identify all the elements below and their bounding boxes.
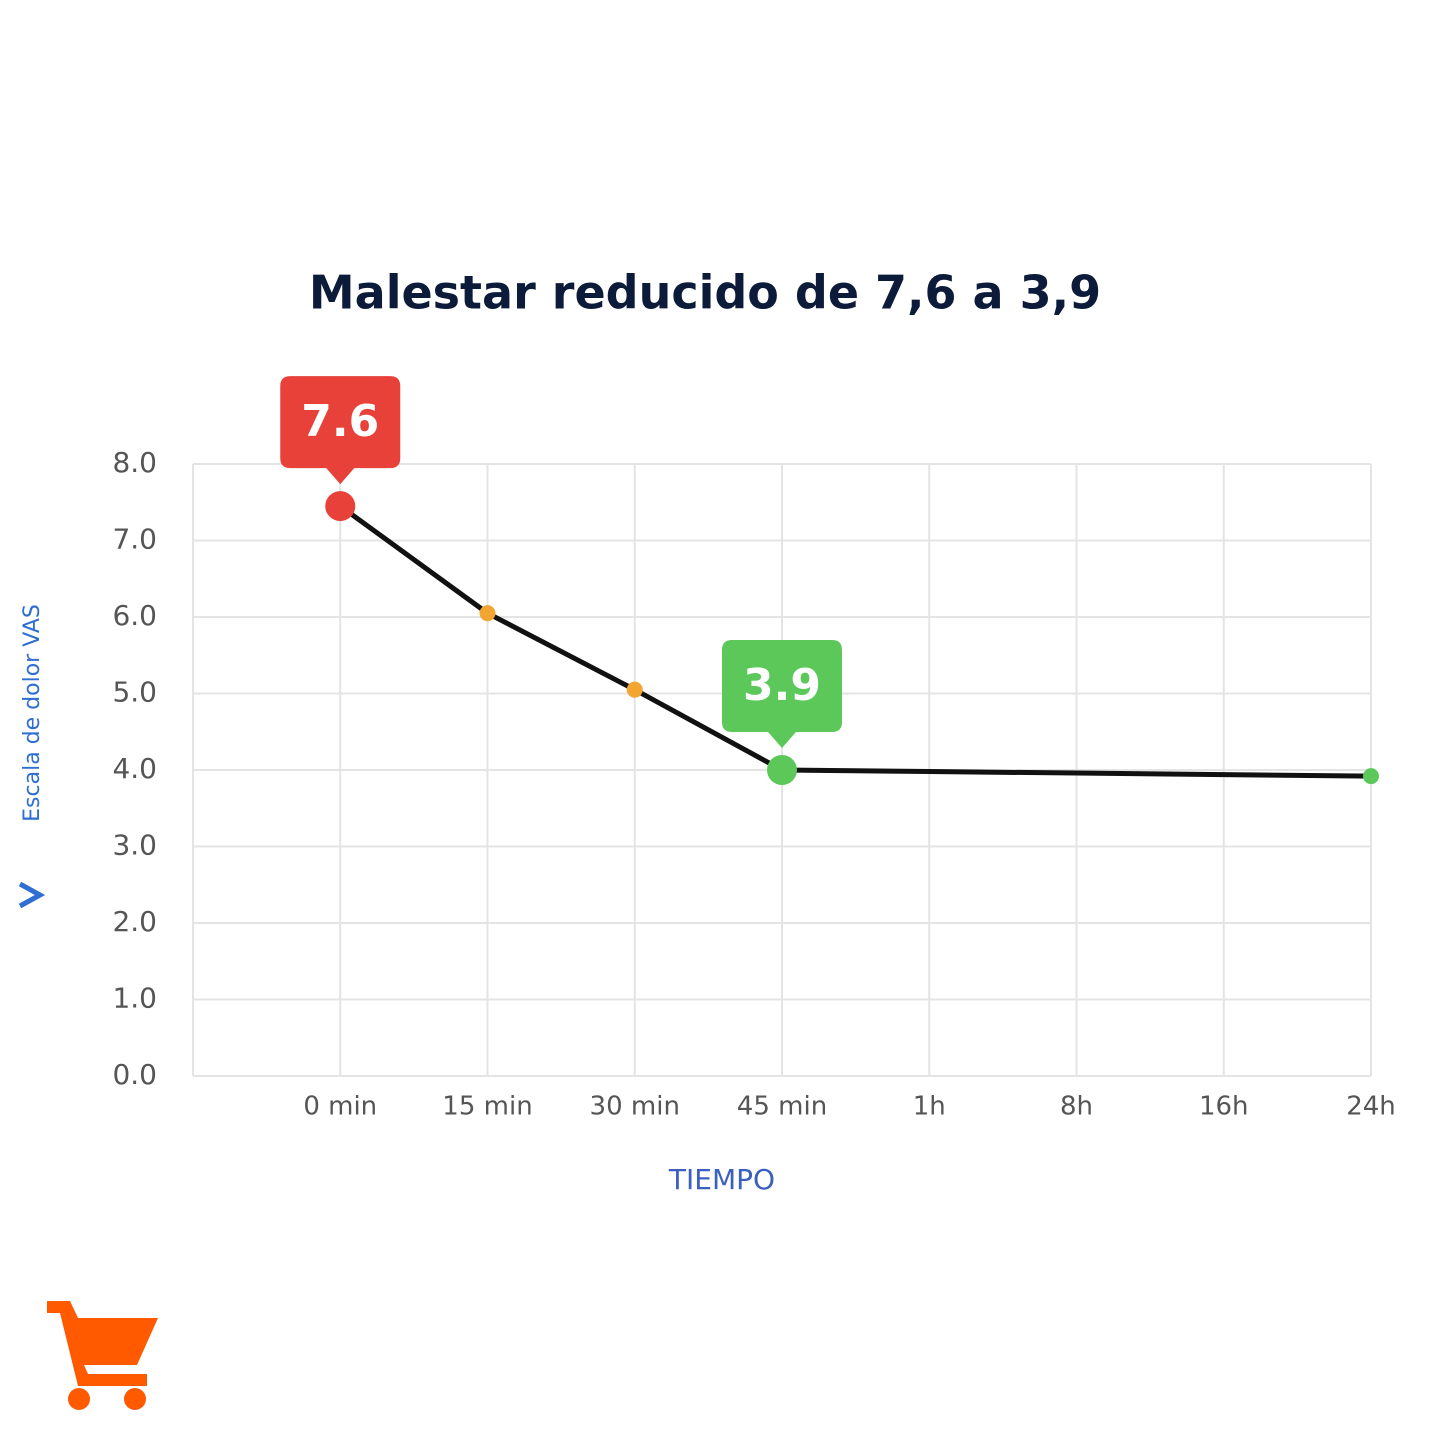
x-tick-label: 1h — [913, 1092, 946, 1122]
y-axis-label: Escala de dolor VAS — [20, 604, 45, 822]
y-tick-label: 8.0 — [112, 446, 157, 479]
x-tick-label: 15 min — [442, 1092, 532, 1122]
point — [626, 681, 643, 698]
x-tick-label: 0 min — [303, 1092, 377, 1122]
point — [767, 755, 797, 785]
x-tick-label: 8h — [1060, 1092, 1093, 1122]
callout — [280, 376, 401, 485]
line — [338, 504, 1372, 779]
x-tick-label: 24h — [1346, 1092, 1396, 1122]
x-tick-label: 16h — [1199, 1092, 1249, 1122]
y-tick-label: 5.0 — [112, 676, 157, 709]
decoration — [18, 881, 46, 909]
y-tick-label: 6.0 — [112, 599, 157, 632]
y-tick-label: 2.0 — [112, 905, 157, 938]
y-tick-label: 3.0 — [112, 829, 157, 862]
chart-title: Malestar reducido de 7,6 a 3,9 — [309, 266, 1101, 320]
y-tick-label: 1.0 — [112, 982, 157, 1015]
callout — [722, 640, 842, 748]
x-tick-label: 30 min — [590, 1092, 680, 1122]
cart-icon — [47, 1301, 158, 1410]
callout-label: 3.9 — [743, 660, 821, 711]
y-tick-label: 0.0 — [112, 1058, 157, 1091]
x-axis-label: TIEMPO — [668, 1163, 775, 1196]
callout-label: 7.6 — [301, 396, 379, 447]
x-tick-label: 45 min — [737, 1092, 827, 1122]
y-tick-label: 7.0 — [112, 523, 157, 556]
y-tick-label: 4.0 — [112, 752, 157, 785]
point — [1363, 768, 1379, 785]
point — [479, 605, 496, 622]
point — [325, 491, 356, 522]
